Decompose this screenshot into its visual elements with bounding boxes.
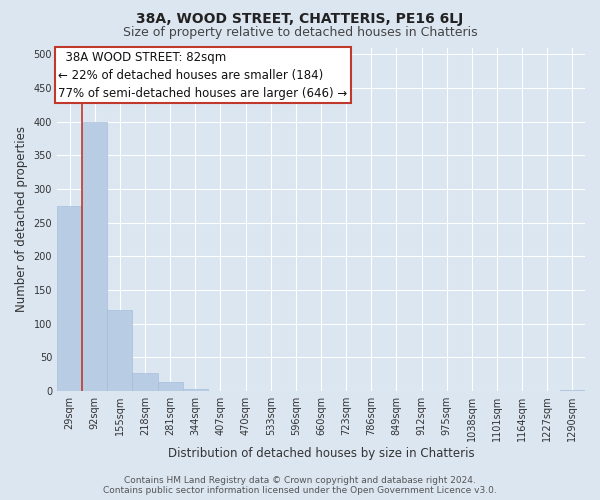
Bar <box>158 382 183 391</box>
Bar <box>107 310 133 391</box>
Bar <box>560 390 585 391</box>
Bar <box>82 122 107 391</box>
Bar <box>57 206 82 391</box>
Text: 38A WOOD STREET: 82sqm
← 22% of detached houses are smaller (184)
77% of semi-de: 38A WOOD STREET: 82sqm ← 22% of detached… <box>58 51 347 100</box>
Y-axis label: Number of detached properties: Number of detached properties <box>15 126 28 312</box>
Text: Size of property relative to detached houses in Chatteris: Size of property relative to detached ho… <box>122 26 478 39</box>
Bar <box>133 373 158 391</box>
Bar <box>183 389 208 391</box>
X-axis label: Distribution of detached houses by size in Chatteris: Distribution of detached houses by size … <box>168 447 475 460</box>
Text: Contains public sector information licensed under the Open Government Licence v3: Contains public sector information licen… <box>103 486 497 495</box>
Text: Contains HM Land Registry data © Crown copyright and database right 2024.: Contains HM Land Registry data © Crown c… <box>124 476 476 485</box>
Text: 38A, WOOD STREET, CHATTERIS, PE16 6LJ: 38A, WOOD STREET, CHATTERIS, PE16 6LJ <box>136 12 464 26</box>
